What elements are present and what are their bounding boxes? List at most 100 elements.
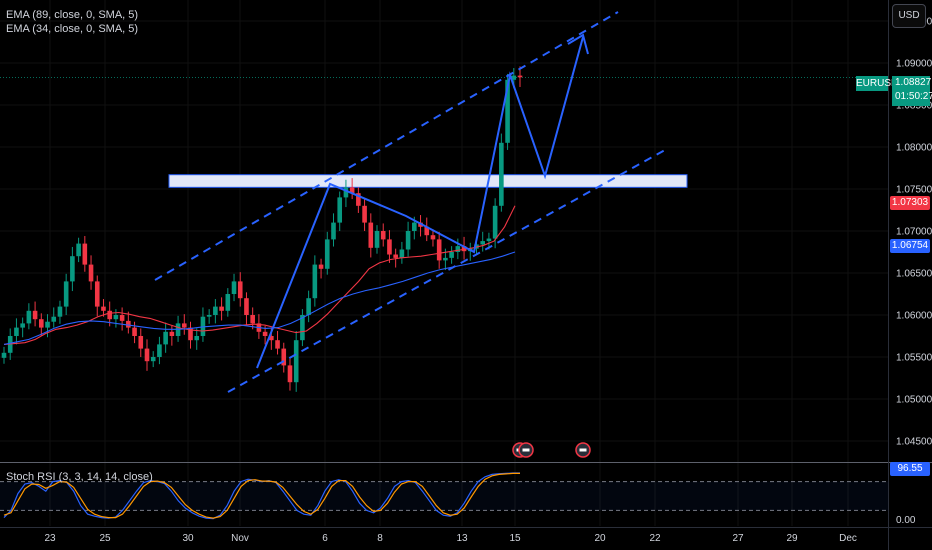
time-tick-label: 8 (377, 533, 383, 544)
candle-body (144, 348, 150, 362)
candle-body (374, 231, 380, 248)
time-tick-label: 15 (509, 533, 521, 544)
candle-body (32, 310, 38, 320)
currency-button[interactable]: USD (892, 4, 926, 28)
price-tick-label: 1.08000 (896, 143, 932, 154)
candle-body (188, 327, 193, 341)
candle-body (213, 306, 218, 315)
candle-body (94, 281, 100, 307)
time-tick-label: 22 (649, 533, 661, 544)
candle-body (486, 238, 492, 242)
candle-body (169, 331, 175, 336)
resistance-zone-rect (168, 174, 688, 188)
candle-body (443, 257, 448, 261)
candle-body (76, 243, 81, 257)
candle-body (343, 187, 349, 198)
candle-body (231, 281, 237, 294)
price-tick-label: 1.04500 (896, 437, 932, 448)
candle-body (405, 231, 411, 250)
time-tick-label: 6 (322, 533, 328, 544)
candle-body (51, 316, 57, 322)
candle-body (70, 256, 75, 282)
time-tick-label: 13 (456, 533, 468, 544)
pattern-drawings (154, 11, 666, 393)
event-flag-icon (522, 448, 530, 452)
bar-countdown: 01:50:27 (895, 91, 932, 102)
stoch-band (0, 481, 888, 511)
candle-body (387, 239, 392, 255)
candle-body (14, 327, 19, 336)
ema89-value-tag: 1.06754 (890, 239, 930, 253)
candle-body (436, 239, 442, 261)
candle-body (312, 264, 318, 299)
time-tick-label: 29 (786, 533, 798, 544)
last-price-value: 1.08827 (895, 77, 932, 88)
candle-body (113, 315, 119, 320)
candle-body (219, 306, 224, 311)
candle-body (368, 222, 374, 248)
candle-body (157, 344, 162, 357)
candle-body (101, 306, 106, 311)
candle-body (181, 323, 187, 328)
candle-body (349, 187, 355, 194)
price-tick-label: 1.07000 (896, 227, 932, 238)
candle-body (82, 243, 88, 265)
time-tick-label: 20 (594, 533, 606, 544)
candle-body (399, 249, 405, 258)
candle-body (324, 239, 330, 269)
time-tick-label: 25 (99, 533, 111, 544)
candle-body (492, 205, 498, 239)
stoch-zero-label: 0.00 (896, 515, 916, 526)
candle-body (293, 340, 299, 383)
indicator-ema89-label[interactable]: EMA (89, close, 0, SMA, 5) (6, 9, 139, 21)
candle-body (119, 315, 125, 321)
candle-body (150, 357, 156, 362)
price-tick-label: 1.06000 (896, 311, 932, 322)
candle-body (517, 75, 523, 78)
price-tick-label: 1.08500 (896, 101, 932, 112)
candle-body (194, 336, 200, 341)
grid (0, 0, 888, 526)
candle-body (126, 320, 131, 328)
candle-body (269, 336, 274, 341)
candle-body (88, 264, 94, 282)
candle-body (107, 310, 112, 320)
candle-body (281, 348, 287, 366)
candle-body (163, 331, 168, 345)
candle-body (45, 321, 50, 328)
candle-body (511, 75, 517, 80)
candle-body (244, 298, 249, 315)
candle-body (63, 281, 69, 307)
candle-body (331, 222, 336, 240)
time-tick-label: Dec (839, 533, 857, 544)
indicator-stoch-rsi-label[interactable]: Stoch RSI (3, 3, 14, 14, close) (6, 471, 153, 483)
candle-body (300, 315, 305, 341)
candle-body (132, 327, 137, 336)
candle-body (480, 241, 485, 245)
price-tick-label: 1.06500 (896, 269, 932, 280)
price-tick-label: 1.05000 (896, 395, 932, 406)
candle-body (430, 235, 436, 240)
symbol-tag: EURUSD (856, 76, 899, 91)
candle-body (455, 246, 461, 252)
last-price-box: 1.08827 01:50:27 (892, 76, 932, 106)
candle-body (20, 323, 25, 328)
candle-body (461, 246, 467, 252)
candle-body (237, 281, 243, 299)
candle-body (225, 294, 231, 311)
time-tick-label: 23 (44, 533, 56, 544)
candle-body (449, 252, 454, 258)
ema89-line (3, 251, 516, 345)
candle-body (424, 226, 430, 236)
indicator-ema34-label[interactable]: EMA (34, close, 0, SMA, 5) (6, 23, 139, 35)
candle-body (206, 315, 212, 317)
candle-body (306, 298, 311, 315)
time-tick-label: Nov (231, 533, 249, 544)
candle-body (26, 310, 32, 324)
candle-body (412, 222, 417, 231)
stoch-value-tag: 96.55 (890, 462, 930, 476)
candle-body (262, 331, 268, 336)
candle-body (1, 352, 7, 358)
candle-body (393, 254, 398, 258)
